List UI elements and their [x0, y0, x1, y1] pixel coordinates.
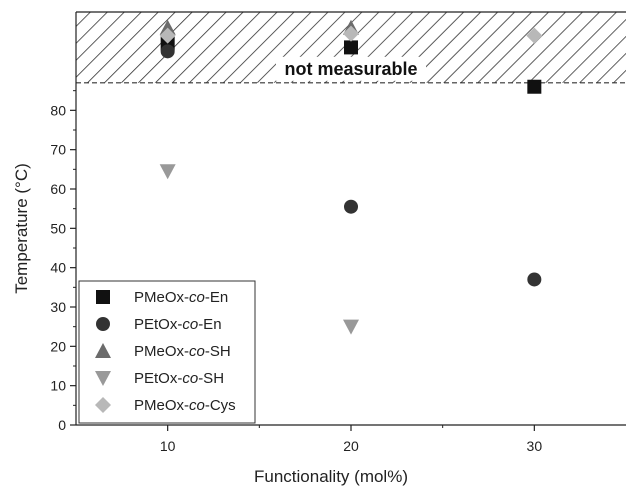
legend-marker-1 — [96, 317, 110, 331]
data-point-series-1 — [160, 44, 175, 59]
x-tick-label: 30 — [527, 438, 543, 454]
data-point-series-1 — [527, 272, 542, 287]
legend: PMeOx-co-En PEtOx-co-En PMeOx-co-SH PEtOx-c… — [78, 280, 256, 424]
legend-label-3: PEtOx-co-SH — [134, 370, 224, 387]
data-point-series-2 — [159, 19, 176, 35]
legend-marker-3 — [95, 371, 111, 386]
y-tick-label: 0 — [58, 417, 66, 433]
y-tick-label: 10 — [50, 378, 66, 394]
y-tick-label: 30 — [50, 299, 66, 315]
axes: 0 10 20 30 40 50 60 70 80 10 20 30 — [50, 11, 626, 454]
y-tick-label: 20 — [50, 338, 66, 354]
x-tick-label: 20 — [343, 438, 359, 454]
legend-marker-4 — [95, 397, 111, 413]
annotation-not-measurable: not measurable — [284, 59, 417, 79]
data-point-series-1 — [344, 199, 358, 214]
y-tick-label: 80 — [50, 102, 66, 118]
data-point-series-4 — [343, 25, 359, 42]
x-tick-label: 10 — [160, 438, 176, 454]
legend-label-2: PMeOx-co-SH — [134, 343, 231, 360]
legend-marker-2 — [95, 343, 111, 358]
legend-label-4: PMeOx-co-Cys — [134, 397, 236, 414]
data-point-series-4 — [526, 27, 543, 44]
annotation-background — [276, 56, 426, 81]
legend-box — [78, 280, 256, 424]
data-points — [159, 19, 543, 335]
legend-marker-0 — [96, 290, 110, 304]
y-tick-label: 50 — [50, 220, 66, 236]
y-tick-label: 40 — [50, 260, 66, 276]
data-point-series-3 — [159, 164, 176, 180]
data-point-series-0 — [527, 79, 542, 94]
data-point-series-0 — [344, 40, 358, 55]
y-axis-title: Temperature (°C) — [12, 163, 31, 294]
legend-label-1: PEtOx-co-En — [134, 316, 222, 333]
y-tick-label: 60 — [50, 181, 66, 197]
x-axis-title: Functionality (mol%) — [254, 467, 408, 486]
legend-label-0: PMeOx-co-En — [134, 289, 228, 306]
data-point-series-3 — [343, 319, 359, 335]
y-tick-label: 70 — [50, 142, 66, 158]
data-point-series-4 — [159, 27, 176, 44]
